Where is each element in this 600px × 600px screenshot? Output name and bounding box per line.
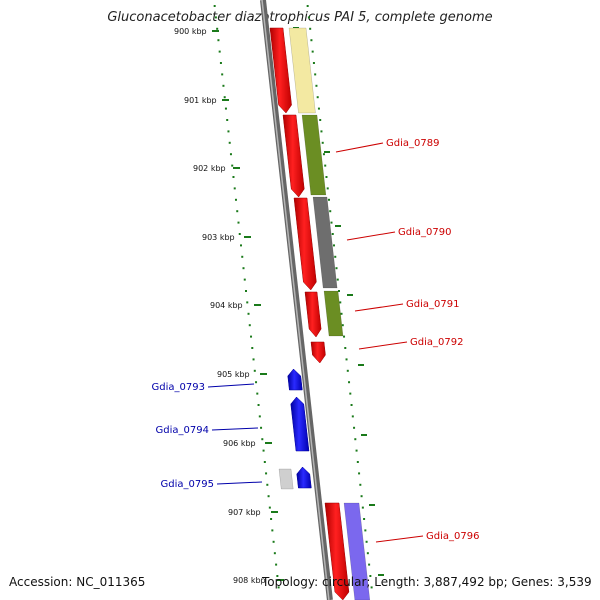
gene-label-minus: Gdia_0793 <box>152 382 205 393</box>
gene-label-plus: Gdia_0791 <box>406 299 459 310</box>
gene-label-plus: Gdia_0789 <box>386 138 439 149</box>
genome-backbone <box>260 0 333 600</box>
kbp-label: 902 kbp <box>193 164 226 173</box>
label-leader <box>207 383 255 388</box>
gene-arrow-plus <box>310 341 326 364</box>
kbp-scale: 900 kbp 901 kbp 902 kbp 903 kbp 904 kbp 905 k… <box>174 27 284 585</box>
label-leader <box>358 341 408 350</box>
backbone-line <box>260 0 333 600</box>
kbp-label: 908 kbp <box>233 576 266 585</box>
gene-label-plus: Gdia_0790 <box>398 227 451 238</box>
gc-skew-ticks <box>213 5 384 589</box>
gene-arrow-minus <box>287 368 303 391</box>
accession-label: Accession: NC_011365 <box>9 575 146 589</box>
gene-arrow-plus <box>282 114 305 198</box>
kbp-label: 907 kbp <box>228 508 261 517</box>
kbp-label: 905 kbp <box>217 370 250 379</box>
gene-label-plus: Gdia_0792 <box>410 337 463 348</box>
gene-arrow-plus <box>293 197 317 291</box>
gene-arrow-minus <box>290 396 310 452</box>
gene-track <box>269 27 350 600</box>
gene-label-minus: Gdia_0794 <box>156 425 209 436</box>
label-leader <box>335 142 384 153</box>
topology-label: Topology: circular; Length: 3,887,492 bp… <box>262 575 592 589</box>
gene-arrow-minus <box>296 466 312 489</box>
kbp-label: 903 kbp <box>202 233 235 242</box>
label-leader <box>354 303 404 312</box>
label-leader <box>216 481 263 485</box>
category-block-gray <box>312 196 338 289</box>
gene-arrow-plus <box>269 27 292 114</box>
category-track <box>278 27 371 600</box>
category-block-olive <box>323 290 344 337</box>
kbp-label: 906 kbp <box>223 439 256 448</box>
label-leader <box>346 231 396 241</box>
kbp-label: 901 kbp <box>184 96 217 105</box>
label-leader <box>211 427 259 431</box>
kbp-label: 900 kbp <box>174 27 207 36</box>
category-block-lightgray <box>278 468 294 490</box>
category-block-yellow <box>288 27 316 114</box>
category-block-purple <box>343 502 371 600</box>
gene-arrow-plus <box>304 291 322 338</box>
label-leader <box>375 535 424 543</box>
gene-arrow-plus <box>324 502 350 600</box>
map-title: Gluconacetobacter diazotrophicus PAI 5, … <box>107 10 493 25</box>
gene-label-plus: Gdia_0796 <box>426 531 479 542</box>
gene-label-minus: Gdia_0795 <box>161 479 214 490</box>
category-block-olive <box>301 114 327 196</box>
kbp-label: 904 kbp <box>210 301 243 310</box>
gene-labels: Gdia_0789 Gdia_0790 Gdia_0791 Gdia_0792 Gdia… <box>152 138 479 543</box>
